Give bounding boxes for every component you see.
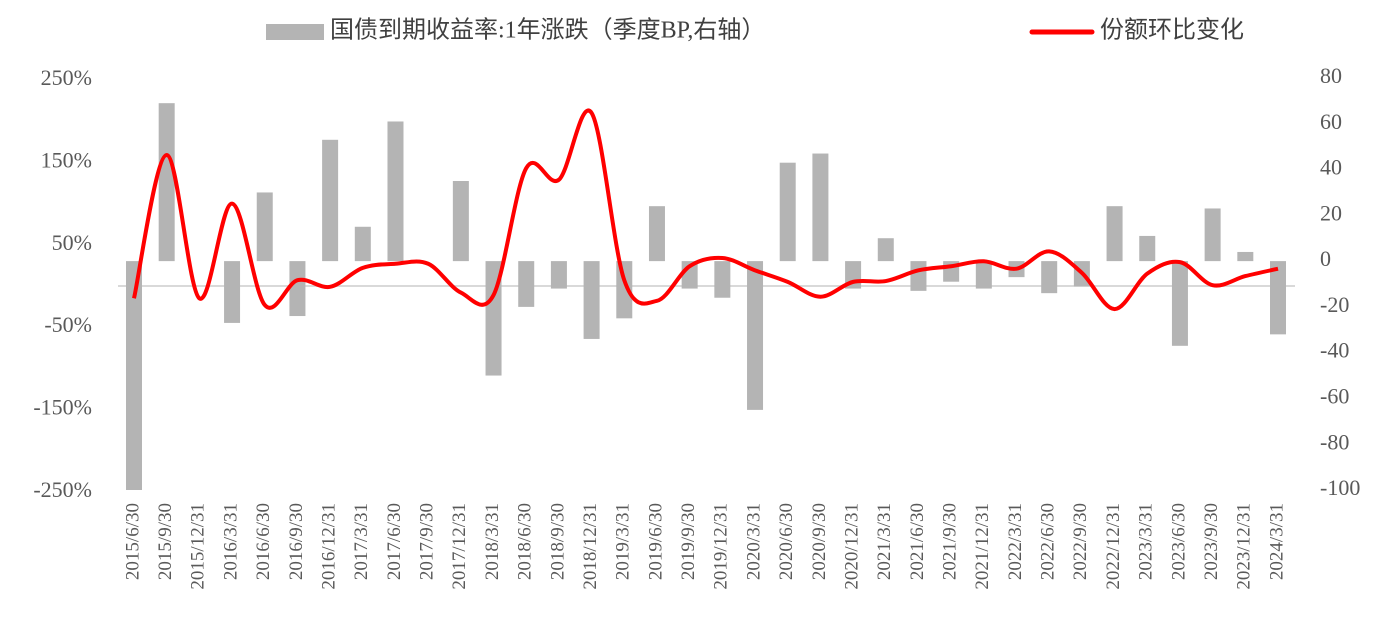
x-tick-label: 2021/6/30 <box>907 503 928 580</box>
x-tick-label: 2022/3/31 <box>1005 503 1026 580</box>
x-tick-label: 2017/12/31 <box>449 503 470 590</box>
x-tick-label: 2017/3/31 <box>351 503 372 580</box>
x-tick-label: 2016/12/31 <box>318 503 339 590</box>
x-tick-label: 2021/9/30 <box>940 503 961 580</box>
bar <box>714 261 731 298</box>
x-tick-label: 2022/9/30 <box>1070 503 1091 580</box>
bar <box>583 261 600 339</box>
bar <box>910 261 927 291</box>
y-tick-label: -250% <box>33 477 92 502</box>
x-tick-label: 2021/3/31 <box>874 503 895 580</box>
bar <box>1171 261 1188 346</box>
legend-swatch <box>266 24 324 40</box>
y2-tick-label: 40 <box>1320 155 1342 180</box>
x-tick-label: 2023/6/30 <box>1168 503 1189 580</box>
bar <box>1204 208 1221 262</box>
bar <box>812 153 829 262</box>
bar <box>648 206 665 262</box>
x-tick-label: 2020/9/30 <box>809 503 830 580</box>
x-tick-label: 2023/12/31 <box>1234 503 1255 590</box>
bar <box>1237 251 1254 262</box>
bar <box>1106 206 1123 262</box>
x-tick-label: 2015/12/31 <box>188 503 209 590</box>
x-tick-label: 2019/3/31 <box>613 503 634 580</box>
y2-tick-label: -40 <box>1320 338 1349 363</box>
bar <box>518 261 535 307</box>
x-tick-label: 2016/6/30 <box>253 503 274 580</box>
x-tick-label: 2022/6/30 <box>1038 503 1059 580</box>
y-tick-label: -150% <box>33 395 92 420</box>
bar <box>354 226 371 262</box>
bar <box>322 139 339 262</box>
y2-tick-label: -80 <box>1320 429 1349 454</box>
x-tick-label: 2018/6/30 <box>515 503 536 580</box>
bar <box>779 162 796 262</box>
bar <box>747 261 764 410</box>
bar <box>452 181 469 262</box>
x-tick-label: 2019/6/30 <box>645 503 666 580</box>
x-tick-label: 2022/12/31 <box>1103 503 1124 590</box>
x-tick-label: 2023/3/31 <box>1136 503 1157 580</box>
bar <box>1139 235 1156 262</box>
x-tick-label: 2015/6/30 <box>122 503 143 580</box>
bar <box>1041 261 1058 294</box>
bar <box>126 261 142 490</box>
bar <box>387 121 404 262</box>
y2-tick-label: -60 <box>1320 383 1349 408</box>
bar <box>289 261 306 317</box>
bar <box>616 261 633 319</box>
x-tick-label: 2018/3/31 <box>482 503 503 580</box>
x-tick-label: 2020/3/31 <box>743 503 764 580</box>
y2-tick-label: 20 <box>1320 200 1342 225</box>
x-tick-label: 2016/9/30 <box>286 503 307 580</box>
bar <box>224 261 241 323</box>
y2-tick-label: 80 <box>1320 63 1342 88</box>
legend-label: 份额环比变化 <box>1100 17 1244 44</box>
legend-label: 国债到期收益率:1年涨跌（季度BP,右轴） <box>330 17 765 44</box>
x-tick-label: 2017/9/30 <box>417 503 438 580</box>
y-tick-label: -50% <box>44 312 92 337</box>
y2-tick-label: -100 <box>1320 475 1360 500</box>
y2-tick-label: -20 <box>1320 292 1349 317</box>
y-tick-label: 150% <box>41 147 92 172</box>
x-tick-label: 2020/12/31 <box>841 503 862 590</box>
x-tick-label: 2016/3/31 <box>220 503 241 580</box>
x-tick-label: 2017/6/30 <box>384 503 405 580</box>
y-tick-label: 250% <box>41 65 92 90</box>
x-tick-label: 2019/12/31 <box>711 503 732 590</box>
bar <box>877 238 894 262</box>
x-tick-label: 2020/6/30 <box>776 503 797 580</box>
line <box>132 108 1279 312</box>
x-tick-label: 2018/12/31 <box>580 503 601 590</box>
bar <box>158 103 175 262</box>
x-tick-label: 2023/9/30 <box>1201 503 1222 580</box>
bar <box>550 261 567 289</box>
y-tick-label: 50% <box>52 230 92 255</box>
y2-tick-label: 0 <box>1320 246 1331 271</box>
y2-tick-label: 60 <box>1320 109 1342 134</box>
bar <box>256 192 273 262</box>
bar <box>1270 261 1286 335</box>
x-tick-label: 2018/9/30 <box>547 503 568 580</box>
x-tick-label: 2021/12/31 <box>972 503 993 590</box>
x-tick-label: 2015/9/30 <box>155 503 176 580</box>
bar <box>975 261 992 289</box>
x-tick-label: 2024/3/31 <box>1266 503 1287 580</box>
x-tick-label: 2019/9/30 <box>678 503 699 580</box>
